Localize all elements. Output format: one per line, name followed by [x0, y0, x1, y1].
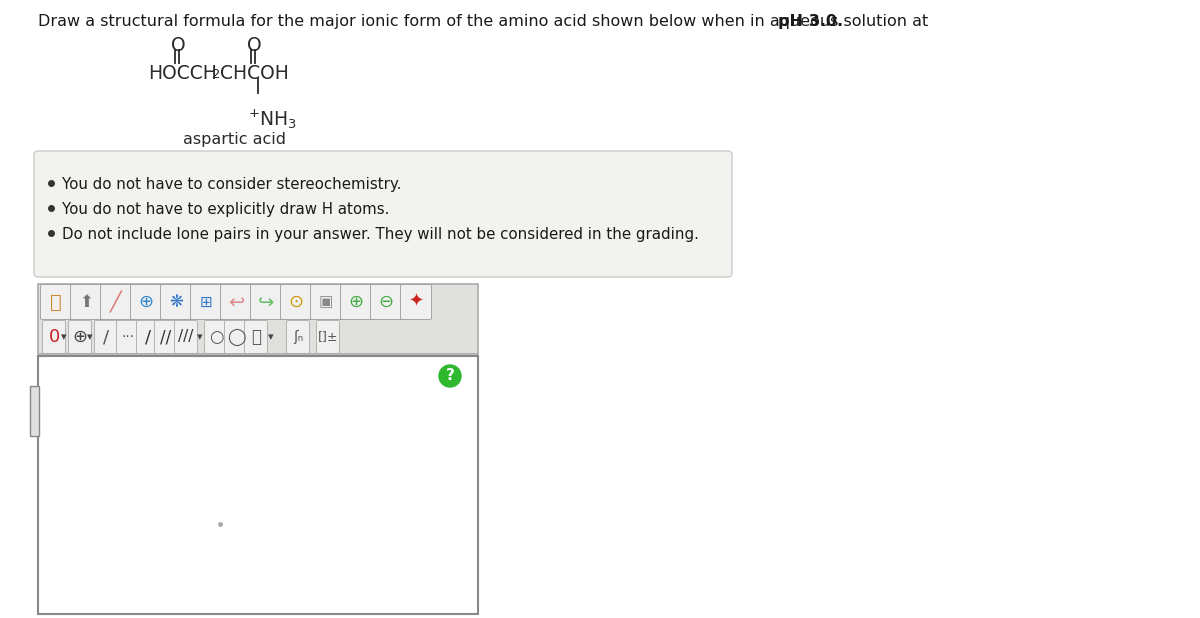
FancyBboxPatch shape	[131, 284, 162, 320]
FancyBboxPatch shape	[95, 321, 118, 353]
Text: ▣: ▣	[319, 295, 334, 310]
Text: CHCOH: CHCOH	[220, 64, 289, 83]
Text: ⊙: ⊙	[288, 293, 304, 311]
FancyBboxPatch shape	[401, 284, 432, 320]
FancyBboxPatch shape	[41, 284, 72, 320]
Bar	[30, 386, 38, 436]
Text: ❋: ❋	[169, 293, 182, 311]
FancyBboxPatch shape	[174, 321, 198, 353]
Text: Do not include lone pairs in your answer. They will not be considered in the gra: Do not include lone pairs in your answer…	[62, 227, 698, 242]
Text: HOCCH: HOCCH	[148, 64, 217, 83]
Text: ○: ○	[209, 328, 223, 346]
Text: ʃₙ: ʃₙ	[293, 330, 304, 344]
Text: ↩: ↩	[228, 292, 244, 311]
Circle shape	[439, 365, 461, 387]
FancyBboxPatch shape	[161, 284, 192, 320]
Text: ⊕: ⊕	[138, 293, 154, 311]
Text: ⬆: ⬆	[79, 293, 92, 311]
Text: ///: ///	[179, 329, 193, 344]
Text: You do not have to consider stereochemistry.: You do not have to consider stereochemis…	[62, 177, 401, 192]
Text: ▾: ▾	[197, 332, 203, 342]
FancyBboxPatch shape	[204, 321, 228, 353]
FancyBboxPatch shape	[191, 284, 222, 320]
Text: ?: ?	[445, 368, 455, 384]
FancyBboxPatch shape	[311, 284, 342, 320]
FancyBboxPatch shape	[317, 321, 340, 353]
Bar	[38, 356, 478, 614]
FancyBboxPatch shape	[221, 284, 252, 320]
Text: ···: ···	[121, 330, 134, 344]
Text: ⊖: ⊖	[378, 293, 394, 311]
FancyBboxPatch shape	[34, 151, 732, 277]
Text: ▾: ▾	[88, 332, 92, 342]
Text: O: O	[247, 36, 262, 55]
FancyBboxPatch shape	[224, 321, 247, 353]
FancyBboxPatch shape	[42, 321, 66, 353]
Text: /: /	[145, 328, 151, 346]
Text: ╱: ╱	[110, 291, 122, 313]
Bar	[38, 284, 478, 354]
FancyBboxPatch shape	[155, 321, 178, 353]
FancyBboxPatch shape	[251, 284, 282, 320]
Text: $^{+}$NH$_{3}$: $^{+}$NH$_{3}$	[248, 108, 296, 132]
Text: ⊕: ⊕	[348, 293, 364, 311]
Text: 🤚: 🤚	[50, 292, 62, 311]
Text: /: /	[103, 328, 109, 346]
Text: aspartic acid: aspartic acid	[182, 132, 286, 147]
Text: You do not have to explicitly draw H atoms.: You do not have to explicitly draw H ato…	[62, 202, 389, 217]
FancyBboxPatch shape	[116, 321, 139, 353]
FancyBboxPatch shape	[281, 284, 312, 320]
FancyBboxPatch shape	[101, 284, 132, 320]
Text: //: //	[161, 328, 172, 346]
FancyBboxPatch shape	[68, 321, 91, 353]
FancyBboxPatch shape	[341, 284, 372, 320]
Text: 0: 0	[48, 328, 60, 346]
Text: []±: []±	[318, 331, 338, 344]
Text: ▾: ▾	[61, 332, 67, 342]
Text: ⊕: ⊕	[72, 328, 88, 346]
FancyBboxPatch shape	[245, 321, 268, 353]
Text: ⊞: ⊞	[199, 295, 212, 310]
Text: O: O	[170, 36, 185, 55]
Text: 2: 2	[212, 68, 221, 81]
Text: ⌒: ⌒	[251, 328, 262, 346]
FancyBboxPatch shape	[137, 321, 160, 353]
Text: Draw a structural formula for the major ionic form of the amino acid shown below: Draw a structural formula for the major …	[38, 14, 934, 29]
FancyBboxPatch shape	[287, 321, 310, 353]
Text: ✦: ✦	[408, 293, 424, 311]
Text: pH 3.0.: pH 3.0.	[778, 14, 844, 29]
Text: ↪: ↪	[258, 292, 274, 311]
Text: ▾: ▾	[268, 332, 274, 342]
Text: ◯: ◯	[227, 328, 245, 346]
FancyBboxPatch shape	[71, 284, 102, 320]
FancyBboxPatch shape	[371, 284, 402, 320]
